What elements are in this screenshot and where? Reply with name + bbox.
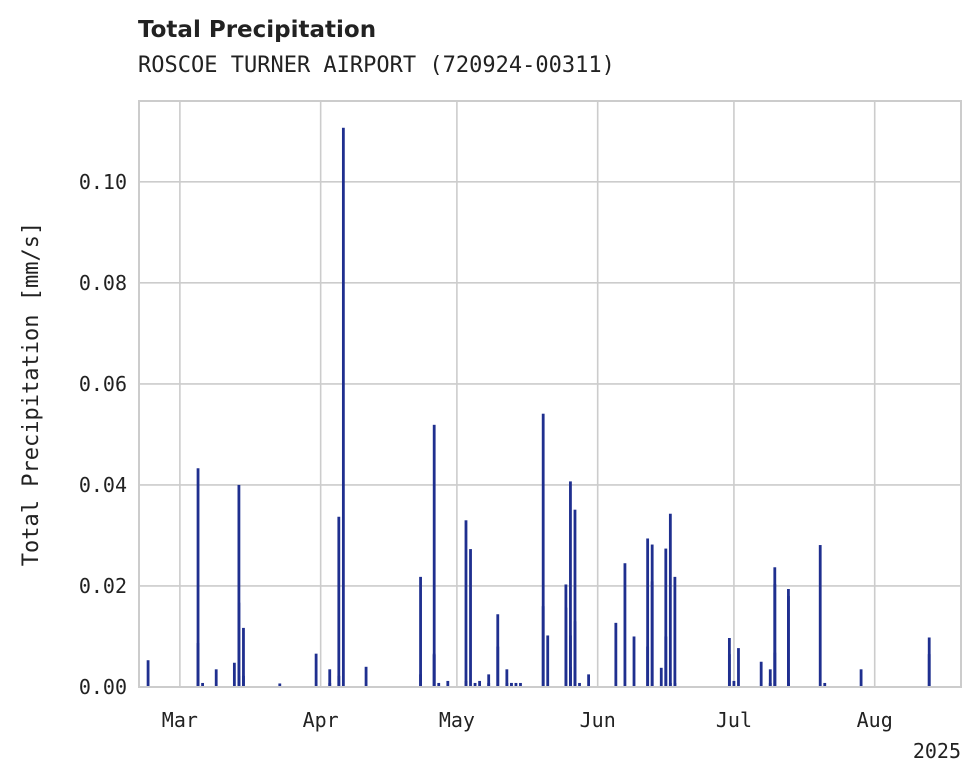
precipitation-bar — [469, 549, 472, 687]
precipitation-bar — [578, 682, 581, 687]
precipitation-bar — [659, 667, 663, 687]
precipitation-bar — [650, 581, 654, 687]
precipitation-bar — [768, 682, 772, 687]
chart-subtitle: ROSCOE TURNER AIRPORT (720924-00311) — [138, 53, 615, 78]
precipitation-bar — [732, 680, 736, 687]
precipitation-bar — [478, 680, 482, 687]
precipitation-bar — [673, 682, 677, 687]
precipitation-bar — [437, 682, 441, 687]
precipitation-bars — [146, 127, 931, 687]
precipitation-bar — [464, 680, 468, 687]
precipitation-bar — [569, 481, 572, 687]
precipitation-bar — [432, 653, 436, 687]
precipitation-bar — [546, 635, 550, 687]
x-tick-label: May — [439, 708, 475, 732]
precipitation-bar — [432, 424, 436, 687]
precipitation-bar — [419, 674, 422, 687]
chart-title: Total Precipitation — [138, 17, 377, 43]
precipitation-bar — [737, 648, 740, 687]
precipitation-bar — [646, 538, 650, 687]
precipitation-bar — [314, 653, 318, 687]
precipitation-bar — [787, 588, 790, 687]
precipitation-bar — [464, 520, 468, 687]
precipitation-bar — [328, 669, 332, 687]
y-tick-label: 0.06 — [79, 372, 127, 396]
precipitation-bar — [146, 660, 150, 687]
precipitation-bar — [632, 636, 636, 687]
precipitation-bar — [196, 468, 200, 687]
precipitation-bar — [773, 567, 777, 687]
precipitation-bar — [564, 607, 568, 687]
precipitation-bar — [214, 669, 218, 687]
precipitation-bar — [237, 484, 241, 687]
x-tick-label: Mar — [162, 708, 198, 732]
grid-lines — [139, 101, 961, 688]
x-tick-label: Apr — [303, 708, 339, 732]
x-tick-label: Jul — [716, 708, 752, 732]
precipitation-bar — [823, 682, 827, 687]
precipitation-bar — [787, 682, 790, 687]
precipitation-bar — [818, 545, 822, 687]
precipitation-bar — [541, 413, 545, 687]
precipitation-bar — [646, 646, 650, 687]
x-tick-label: Jun — [580, 708, 616, 732]
precipitation-bar — [232, 662, 236, 687]
precipitation-bar — [664, 548, 668, 687]
precipitation-bar — [419, 576, 422, 687]
precipitation-bar — [514, 682, 518, 687]
precipitation-bar — [927, 654, 931, 687]
precipitation-bar — [364, 666, 368, 687]
precipitation-bar — [242, 675, 245, 687]
precipitation-bar — [509, 682, 513, 687]
precipitation-bar — [573, 621, 577, 687]
precipitation-bar — [341, 127, 345, 687]
x-axis-ticks: Mar Apr May Jun Jul Aug — [162, 708, 893, 732]
precipitation-bar — [587, 674, 591, 687]
precipitation-bar — [487, 674, 491, 687]
y-axis-label: Total Precipitation [mm/s] — [19, 222, 44, 566]
precipitation-bar — [496, 614, 500, 687]
precipitation-bar — [614, 622, 618, 687]
y-axis-ticks: 0.00 0.02 0.04 0.06 0.08 0.10 — [79, 170, 127, 699]
precipitation-bar — [487, 682, 491, 687]
precipitation-bar — [473, 682, 477, 687]
precipitation-bar — [242, 627, 245, 687]
precipitation-bar — [337, 516, 341, 687]
precipitation-bar — [328, 682, 332, 687]
y-tick-label: 0.04 — [79, 473, 127, 497]
y-tick-label: 0.10 — [79, 170, 127, 194]
y-tick-label: 0.08 — [79, 271, 127, 295]
precipitation-bar — [278, 683, 282, 687]
precipitation-bar — [337, 675, 341, 687]
precipitation-bar — [573, 509, 577, 687]
plot-frame — [138, 100, 962, 688]
precipitation-bar — [446, 680, 450, 687]
y-tick-label: 0.02 — [79, 574, 127, 598]
y-tick-label: 0.00 — [79, 675, 127, 699]
precipitation-bar — [727, 637, 731, 687]
precipitation-bar — [505, 669, 509, 687]
precipitation-bar — [859, 669, 863, 687]
precipitation-bar — [768, 669, 772, 687]
precipitation-bar — [201, 682, 204, 687]
x-axis-offset-label: 2025 — [913, 739, 961, 763]
x-tick-label: Aug — [857, 708, 893, 732]
precipitation-bar — [196, 682, 200, 687]
precipitation-bar — [673, 576, 677, 687]
precipitation-bar — [623, 563, 627, 687]
precipitation-bar — [759, 661, 763, 687]
precipitation-bar — [519, 682, 522, 687]
precipitation-bar — [668, 513, 672, 687]
